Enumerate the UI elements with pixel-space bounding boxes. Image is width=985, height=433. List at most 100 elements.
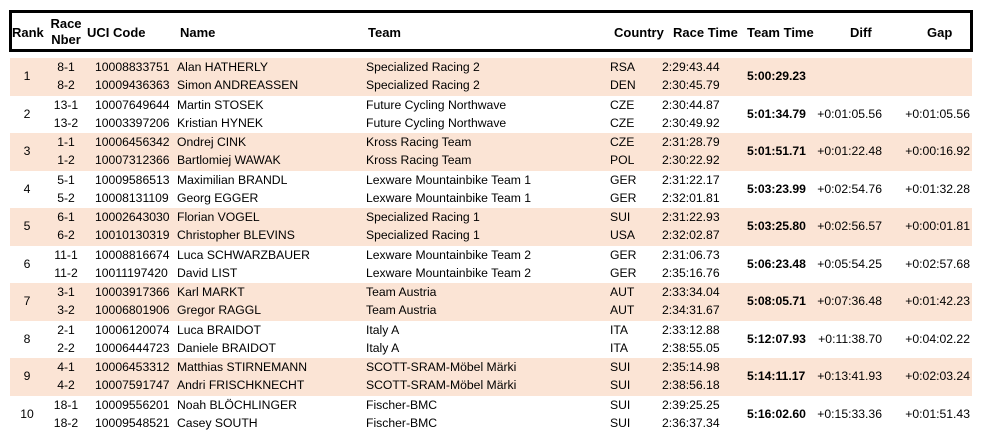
uci-code-cell: 10008833751 — [95, 60, 170, 75]
team-cell: Fischer-BMC — [366, 416, 437, 431]
race-time-cell: 2:38:55.05 — [662, 341, 720, 356]
race-time-cell: 2:31:06.73 — [662, 248, 720, 263]
table-header: Rank Race Nber UCI Code Name Team Countr… — [9, 10, 973, 52]
race-time-cell: 2:30:44.87 — [662, 98, 720, 113]
uci-code-cell: 10008816674 — [95, 248, 170, 263]
race-time-cell: 2:30:22.92 — [662, 153, 720, 168]
header-race-nber-line1: Race — [50, 16, 82, 31]
country-cell: POL — [610, 153, 634, 168]
rider-name-cell: Noah BLÖCHLINGER — [177, 398, 297, 413]
uci-code-cell: 10007591747 — [95, 378, 170, 393]
header-team: Team — [368, 25, 401, 40]
team-cell: Kross Racing Team — [366, 135, 471, 150]
rider-name-cell: Florian VOGEL — [177, 210, 260, 225]
diff-cell: +0:05:54.25 — [792, 257, 882, 272]
race-time-cell: 2:33:34.04 — [662, 285, 720, 300]
header-country: Country — [614, 25, 664, 40]
rider-name-cell: Luca SCHWARZBAUER — [177, 248, 310, 263]
country-cell: GER — [610, 266, 636, 281]
header-race-time: Race Time — [673, 25, 738, 40]
team-cell: Fischer-BMC — [366, 398, 437, 413]
uci-code-cell: 10007312366 — [95, 153, 170, 168]
race-time-cell: 2:30:49.92 — [662, 116, 720, 131]
race-nber-cell: 3-2 — [44, 303, 88, 318]
race-time-cell: 2:31:22.17 — [662, 173, 720, 188]
race-time-cell: 2:35:16.76 — [662, 266, 720, 281]
race-time-cell: 2:31:22.93 — [662, 210, 720, 225]
country-cell: CZE — [610, 98, 634, 113]
team-cell: Future Cycling Northwave — [366, 98, 506, 113]
gap-cell: +0:02:57.68 — [880, 257, 970, 272]
race-nber-cell: 11-1 — [44, 248, 88, 263]
race-nber-cell: 4-1 — [44, 360, 88, 375]
race-nber-cell: 11-2 — [44, 266, 88, 281]
race-nber-cell: 6-1 — [44, 210, 88, 225]
gap-cell: +0:01:42.23 — [880, 294, 970, 309]
race-time-cell: 2:34:31.67 — [662, 303, 720, 318]
uci-code-cell: 10009548521 — [95, 416, 170, 431]
rider-name-cell: Martin STOSEK — [177, 98, 263, 113]
team-cell: Italy A — [366, 341, 399, 356]
country-cell: GER — [610, 248, 636, 263]
race-time-cell: 2:29:43.44 — [662, 60, 720, 75]
header-gap: Gap — [927, 25, 952, 40]
race-nber-cell: 4-2 — [44, 378, 88, 393]
uci-code-cell: 10006120074 — [95, 323, 170, 338]
team-cell: Lexware Mountainbike Team 2 — [366, 248, 531, 263]
rider-name-cell: Karl MARKT — [177, 285, 245, 300]
rank-cell: 5 — [10, 219, 44, 234]
uci-code-cell: 10009556201 — [95, 398, 170, 413]
team-cell: Specialized Racing 2 — [366, 60, 480, 75]
diff-cell: +0:02:54.76 — [792, 182, 882, 197]
diff-cell: +0:15:33.36 — [792, 407, 882, 422]
rider-name-cell: Gregor RAGGL — [177, 303, 261, 318]
uci-code-cell: 10011197420 — [95, 266, 168, 281]
rank-cell: 6 — [10, 257, 44, 272]
rank-cell: 4 — [10, 182, 44, 197]
team-cell: Lexware Mountainbike Team 1 — [366, 191, 531, 206]
race-time-cell: 2:33:12.88 — [662, 323, 720, 338]
rank-cell: 7 — [10, 294, 44, 309]
team-cell: Lexware Mountainbike Team 1 — [366, 173, 531, 188]
team-cell: Future Cycling Northwave — [366, 116, 506, 131]
rank-cell: 8 — [10, 332, 44, 347]
race-nber-cell: 5-1 — [44, 173, 88, 188]
race-time-cell: 2:31:28.79 — [662, 135, 720, 150]
rider-name-cell: Simon ANDREASSEN — [177, 78, 298, 93]
team-cell: Team Austria — [366, 303, 436, 318]
country-cell: SUI — [610, 210, 630, 225]
country-cell: DEN — [610, 78, 636, 93]
rider-name-cell: Matthias STIRNEMANN — [177, 360, 307, 375]
uci-code-cell: 10002643030 — [95, 210, 170, 225]
country-cell: ITA — [610, 341, 628, 356]
race-nber-cell: 18-2 — [44, 416, 88, 431]
race-nber-cell: 13-2 — [44, 116, 88, 131]
race-nber-cell: 13-1 — [44, 98, 88, 113]
rider-name-cell: Ondrej CINK — [177, 135, 246, 150]
uci-code-cell: 10007649644 — [95, 98, 170, 113]
country-cell: SUI — [610, 378, 630, 393]
country-cell: SUI — [610, 398, 630, 413]
rank-cell: 1 — [10, 69, 44, 84]
country-cell: CZE — [610, 135, 634, 150]
team-cell: Specialized Racing 1 — [366, 210, 480, 225]
country-cell: SUI — [610, 360, 630, 375]
uci-code-cell: 10006801906 — [95, 303, 170, 318]
header-team-time: Team Time — [747, 25, 814, 40]
rider-name-cell: Maximilian BRANDL — [177, 173, 287, 188]
team-cell: Lexware Mountainbike Team 2 — [366, 266, 531, 281]
rank-cell: 2 — [10, 107, 44, 122]
race-nber-cell: 6-2 — [44, 228, 88, 243]
race-nber-cell: 8-2 — [44, 78, 88, 93]
country-cell: AUT — [610, 303, 634, 318]
header-diff: Diff — [850, 25, 872, 40]
team-cell: Team Austria — [366, 285, 436, 300]
